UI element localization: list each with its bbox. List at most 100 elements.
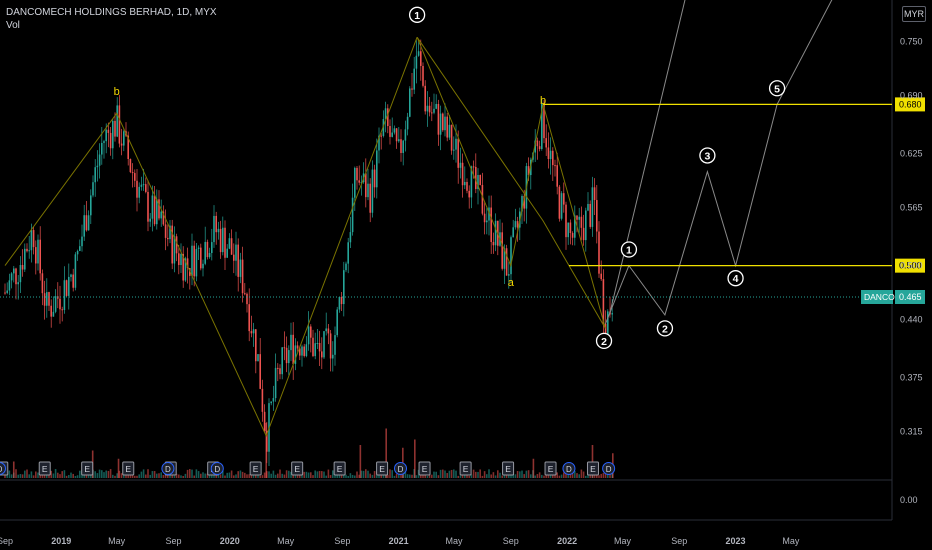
volume-bar [74,475,77,478]
volume-bar [285,470,288,478]
candle-body [162,211,165,225]
volume-bar [431,474,433,478]
volume-bar [10,474,13,478]
candle-body [314,343,316,357]
level-label: 0.500 [899,261,922,271]
volume-bar [376,475,378,478]
candle-body [426,105,429,112]
candle-body [351,197,354,233]
candle-body [486,220,488,223]
volume-bar [516,471,519,478]
projection-line [610,0,686,311]
volume-bar [371,474,374,478]
candle-body [261,388,264,412]
candle-body [59,298,61,310]
volume-bar [109,469,112,478]
volume-bar [50,470,52,478]
volume-bar [369,473,371,478]
candle-body [554,165,556,167]
candle-body [30,230,33,251]
volume-bar [246,474,248,478]
candle-body [321,351,323,358]
volume-bar [4,474,6,478]
dividend-marker [602,462,616,475]
volume-bar [433,471,435,478]
volume-bar [475,471,477,478]
earnings-marker-label: E [505,464,511,474]
volume-bar [189,469,191,478]
volume-bar [140,471,143,478]
candle-body [378,135,380,151]
candle-body [213,215,215,243]
candle-body [184,258,187,281]
candle-body [312,337,314,357]
volume-bar [182,475,184,478]
volume-bar [435,471,437,478]
candle-body [325,328,327,332]
dividend-marker [161,462,175,475]
volume-bar [450,469,453,478]
volume-bar [393,475,396,478]
volume-bar [184,473,187,478]
volume-bar [197,471,200,478]
volume-bar [600,473,602,478]
y-tick-label: 0.750 [900,37,923,47]
volume-bar [437,475,440,478]
candle-body [402,140,404,153]
wave-count-label: 5 [774,83,780,95]
volume-bar [101,470,103,478]
volume-bar [272,470,275,478]
candle-body [107,129,110,133]
volume-bar [277,473,279,478]
x-tick-label: Sep [503,536,519,546]
volume-bar [294,474,297,478]
volume-bar [492,472,495,478]
candle-body [37,239,39,264]
candle-body [26,248,28,252]
candle-body [193,245,195,277]
level-badge [895,258,925,273]
earnings-marker-label: E [42,464,48,474]
volume-bar [8,470,11,478]
symbol-title: DANCOMECH HOLDINGS BERHAD, 1D, MYX [6,7,217,18]
volume-bar [310,472,312,478]
candle-body [140,184,143,187]
volume-bar [439,469,442,478]
candle-body [283,347,286,349]
candle-body [336,309,338,336]
earnings-marker-label: E [548,464,554,474]
volume-bar [343,473,345,478]
wave-count-circle [595,332,613,350]
candle-body [589,203,591,227]
candle-body [65,280,68,296]
volume-bar [442,469,444,478]
symbol-badge [861,290,893,304]
candle-body [233,254,235,261]
candle-body [92,182,94,196]
candle-body [602,279,605,324]
volume-bar [444,470,446,478]
candle-body [182,254,184,281]
volume-bar [321,471,323,478]
candle-body [442,113,444,131]
volume-bar [195,469,198,478]
volume-bar [380,473,382,478]
earnings-marker [544,461,557,476]
volume-bar [131,475,134,478]
wave-count-label: 2 [601,336,607,348]
candle-body [527,166,530,176]
candle-body [338,296,341,310]
candle-body [439,113,442,135]
volume-bar [536,474,539,478]
currency-badge[interactable]: MYR [902,6,926,22]
candle-body [294,345,297,364]
y-tick-label: 0.625 [900,149,923,159]
candle-body [43,293,46,306]
candle-body [118,105,121,144]
volume-bar [571,470,574,478]
candle-body [101,142,103,155]
volume-bar [334,475,336,478]
volume-bar [206,473,209,478]
volume-indicator-label[interactable]: Vol [6,20,20,31]
